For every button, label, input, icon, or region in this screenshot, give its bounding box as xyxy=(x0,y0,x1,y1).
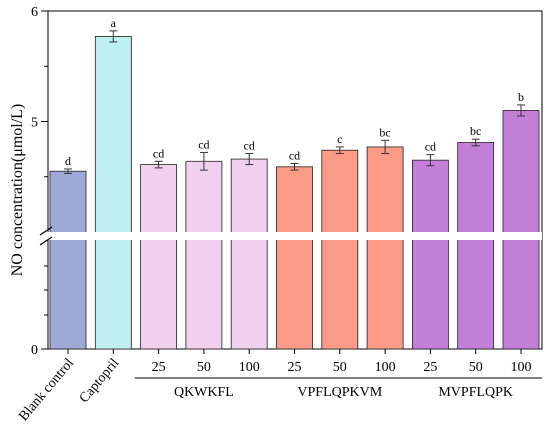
y-tick-label: 5 xyxy=(31,116,38,131)
x-tick-label: 50 xyxy=(333,360,347,375)
axis-break-mark xyxy=(39,226,53,236)
x-tick-label: 50 xyxy=(469,360,483,375)
significance-letter: d xyxy=(65,154,71,168)
significance-letter: cd xyxy=(425,140,436,154)
significance-letter: c xyxy=(337,132,342,146)
significance-letter: a xyxy=(111,16,117,30)
x-tick-label: Blank control xyxy=(16,356,77,424)
significance-letter: bc xyxy=(379,125,390,139)
y-tick-label: 6 xyxy=(31,5,38,20)
bar xyxy=(457,142,495,350)
significance-letter: cd xyxy=(289,148,300,162)
bar xyxy=(140,164,178,350)
x-tick-label: 25 xyxy=(288,360,302,375)
significance-letter: cd xyxy=(153,146,164,160)
x-tick-label: 25 xyxy=(152,360,166,375)
bar xyxy=(321,149,359,350)
bar xyxy=(276,166,313,350)
axis-break-band xyxy=(36,232,542,240)
bar xyxy=(49,170,87,350)
y-axis-title: NO concentration(μmol/L) xyxy=(9,104,26,277)
significance-letter: b xyxy=(518,90,524,104)
group-label: VPFLQPKVM xyxy=(297,385,382,400)
x-tick-label: Captopril xyxy=(77,356,123,406)
group-label: QKWKFL xyxy=(174,385,234,400)
bar xyxy=(366,146,404,350)
bar xyxy=(411,159,449,350)
x-tick-label: 25 xyxy=(423,360,437,375)
bar xyxy=(94,36,132,350)
significance-letter: cd xyxy=(244,139,255,153)
x-tick-label: 100 xyxy=(239,360,260,375)
significance-letter: bc xyxy=(470,124,481,138)
x-tick-label: 100 xyxy=(511,360,532,375)
bar xyxy=(230,158,268,350)
bar xyxy=(502,110,540,350)
axis-break-mark xyxy=(39,236,53,246)
bar xyxy=(185,160,223,350)
x-tick-label: 50 xyxy=(197,360,211,375)
group-label: MVPFLQPK xyxy=(438,385,513,400)
y-tick-label: 0 xyxy=(31,343,38,358)
x-tick-label: 100 xyxy=(375,360,396,375)
significance-letter: cd xyxy=(198,137,209,151)
